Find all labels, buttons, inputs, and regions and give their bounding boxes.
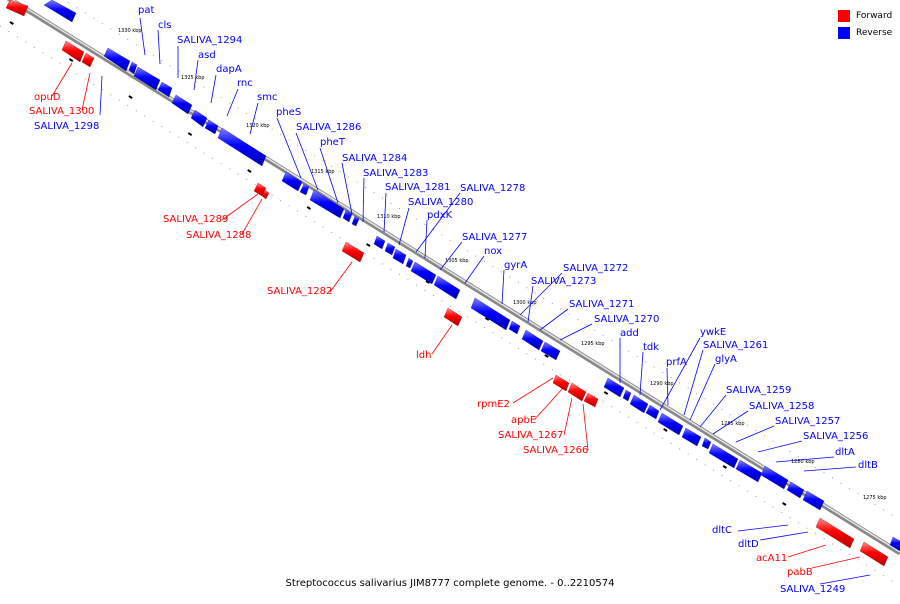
gene-label: nox <box>484 246 502 257</box>
gene-label: SALIVA_1280 <box>408 197 473 208</box>
gene-label: rpmE2 <box>477 399 510 410</box>
gene-label: SALIVA_1257 <box>775 416 840 427</box>
gene-label: SALIVA_1273 <box>531 276 596 287</box>
gene-label: SALIVA_1298 <box>34 121 99 132</box>
legend-swatch-forward <box>838 9 850 22</box>
guide-line-upper <box>63 0 900 521</box>
gene-label: SALIVA_1271 <box>569 299 634 310</box>
tick-marks-lower <box>9 21 900 577</box>
gene-label: pdxK <box>427 210 453 221</box>
gene-label: dltA <box>835 447 855 458</box>
gene-label: SALIVA_1249 <box>780 584 845 595</box>
tick-label: 1275 kbp <box>863 495 887 501</box>
leader-lines-reverse <box>99 17 871 585</box>
tick-label: 1285 kbp <box>721 421 745 427</box>
gene-label: SALIVA_1272 <box>563 263 628 274</box>
gene-label: dltB <box>858 460 878 471</box>
gene-label: SALIVA_1256 <box>803 431 868 442</box>
tick-label: 1315 kbp <box>311 169 335 175</box>
gene-label: acA11 <box>756 553 787 564</box>
gene-label: ywkE <box>700 327 726 338</box>
gene-label: SALIVA_1281 <box>385 182 450 193</box>
gene-label: cls <box>158 20 172 31</box>
gene-label: SALIVA_1294 <box>177 35 242 46</box>
legend-label-forward: Forward <box>856 10 893 21</box>
gene-label: SALIVA_1266 <box>523 445 588 456</box>
gene-label: dltD <box>738 539 759 550</box>
gene-label: SALIVA_1259 <box>726 385 791 396</box>
gene-label: prfA <box>666 357 687 368</box>
guide-line-lower <box>0 25 900 587</box>
gene-label: add <box>620 328 639 339</box>
gene-label: SALIVA_1300 <box>29 106 94 117</box>
gene-labels-forward: opuD SALIVA_1300 SALIVA_1289 SALIVA_1288… <box>29 92 813 578</box>
gene-label: SALIVA_1258 <box>749 401 814 412</box>
gene-label: smc <box>257 92 277 103</box>
tick-label: 1325 kbp <box>181 75 205 81</box>
gene-label: pabB <box>787 567 813 578</box>
gene-label: pat <box>138 5 154 16</box>
tick-labels: 1330 kbp 1325 kbp 1320 kbp 1315 kbp 1310… <box>118 28 887 501</box>
tick-label: 1330 kbp <box>118 28 142 34</box>
tick-label: 1295 kbp <box>581 341 605 347</box>
tick-label: 1280 kbp <box>791 459 815 465</box>
gene-label: SALIVA_1288 <box>186 230 251 241</box>
gene-label: ldh <box>416 350 431 361</box>
gene-label: dapA <box>216 64 242 75</box>
figure-caption: Streptococcus salivarius JIM8777 complet… <box>285 578 615 589</box>
gene-label: gyrA <box>504 260 527 271</box>
tick-label: 1300 kbp <box>513 300 537 306</box>
gene-label: pheT <box>320 137 346 148</box>
gene-label: SALIVA_1267 <box>498 430 563 441</box>
gene-label: opuD <box>34 92 61 103</box>
gene-label: rnc <box>237 78 253 89</box>
gene-label: SALIVA_1277 <box>462 232 527 243</box>
gene-label: dltC <box>712 525 732 536</box>
tick-label: 1320 kbp <box>246 123 270 129</box>
gene-label: SALIVA_1283 <box>363 168 428 179</box>
gene-label: SALIVA_1270 <box>594 314 659 325</box>
gene-label: tdk <box>643 342 659 353</box>
legend-label-reverse: Reverse <box>856 27 893 38</box>
gene-label: SALIVA_1286 <box>296 122 361 133</box>
gene-labels-reverse: pat cls SALIVA_1294 asd dapA rnc smc phe… <box>34 5 878 595</box>
leader-lines-forward <box>51 62 861 569</box>
genes-reverse <box>43 0 900 552</box>
legend-swatch-reverse <box>838 26 850 39</box>
tick-label: 1305 kbp <box>445 258 469 264</box>
gene-label: glyA <box>715 354 737 365</box>
genes-forward <box>5 0 889 567</box>
gene-label: SALIVA_1282 <box>267 286 332 297</box>
legend-item-forward: Forward <box>838 8 892 23</box>
gene-label: SALIVA_1278 <box>460 183 525 194</box>
gene-label: apbE <box>511 415 536 426</box>
tick-label: 1310 kbp <box>377 214 401 220</box>
gene-label: SALIVA_1261 <box>703 340 768 351</box>
gene-label: SALIVA_1289 <box>163 214 228 225</box>
legend-item-reverse: Reverse <box>838 25 892 40</box>
gene-label: SALIVA_1284 <box>342 153 407 164</box>
gene-label: asd <box>198 50 216 61</box>
tick-label: 1290 kbp <box>650 381 674 387</box>
gene-label: pheS <box>276 107 301 118</box>
legend: Forward Reverse <box>838 8 892 42</box>
